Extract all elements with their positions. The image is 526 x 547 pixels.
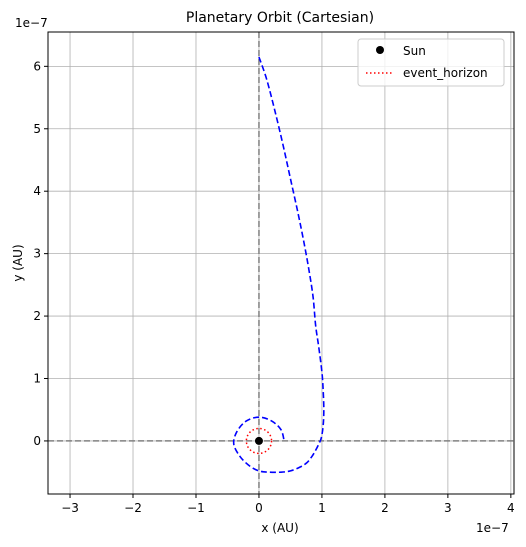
x-tick-label: 0 (255, 501, 263, 515)
legend-box (357, 38, 505, 87)
x-axis-label: x (AU) (261, 521, 298, 535)
legend-sun-label: Sun (403, 44, 426, 58)
axis-ticks: −3 −2 −1 0 1 2 3 4 0 1 2 3 4 5 6 (33, 59, 514, 515)
x-tick-label: 2 (381, 501, 389, 515)
legend-sun-marker (376, 46, 384, 54)
orbit-path (232, 56, 325, 474)
y-tick-label: 1 (33, 372, 41, 386)
grid-lines (48, 32, 514, 494)
reference-lines (48, 32, 514, 494)
x-tick-label: −2 (124, 501, 142, 515)
sun-marker (254, 436, 263, 445)
x-tick-label: 1 (318, 501, 326, 515)
y-tick-label: 3 (33, 247, 41, 261)
event-horizon-circle (245, 427, 273, 455)
y-tick-label: 0 (33, 434, 41, 448)
y-tick-label: 5 (33, 122, 41, 136)
chart-title: Planetary Orbit (Cartesian) (186, 10, 374, 26)
plot-frame (47, 31, 515, 495)
data-series (232, 56, 325, 474)
y-offset-text: 1e−7 (15, 16, 48, 30)
legend: Sun event_horizon (357, 38, 505, 87)
x-offset-text: 1e−7 (476, 521, 509, 535)
x-tick-label: 3 (444, 501, 452, 515)
legend-event-horizon-label: event_horizon (403, 66, 488, 80)
x-tick-label: −3 (61, 501, 79, 515)
y-axis-label: y (AU) (11, 244, 25, 281)
x-tick-label: 4 (507, 501, 515, 515)
y-tick-label: 4 (33, 184, 41, 198)
x-tick-label: −1 (187, 501, 205, 515)
y-tick-label: 2 (33, 309, 41, 323)
y-tick-label: 6 (33, 59, 41, 73)
